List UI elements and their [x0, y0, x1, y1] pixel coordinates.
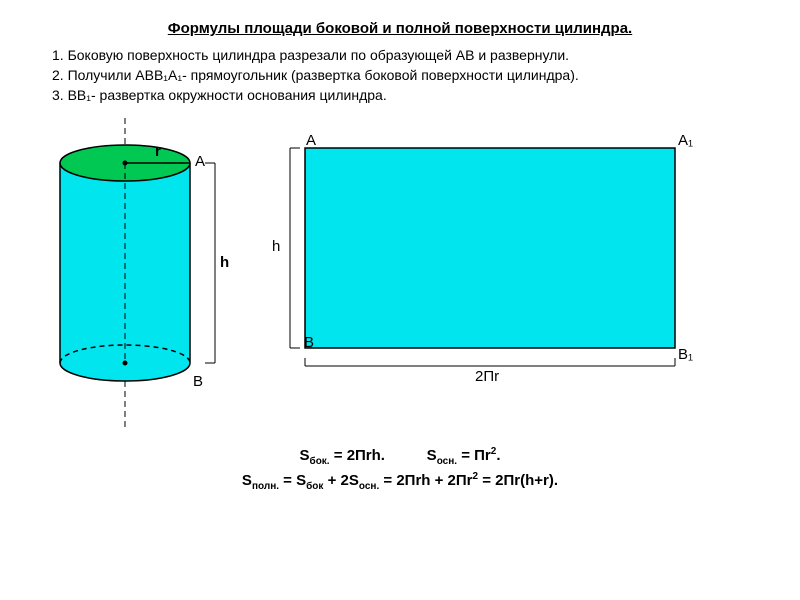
- step-1: Боковую поверхность цилиндра разрезали п…: [30, 47, 770, 63]
- label-cyl-h: h: [220, 254, 229, 271]
- step-2: Получили АВВ₁А₁- прямоугольник (развертк…: [30, 67, 770, 83]
- steps-list: Боковую поверхность цилиндра разрезали п…: [30, 47, 770, 103]
- label-cyl-B: В: [193, 373, 203, 390]
- formula-sosn: Sосн. = Пr2.: [427, 447, 501, 464]
- label-rect-A: А: [306, 132, 316, 149]
- formula-sbok: Sбок. = 2Пrh.: [300, 447, 385, 464]
- page-title: Формулы площади боковой и полной поверхн…: [30, 20, 770, 37]
- label-r: r: [155, 143, 161, 160]
- formulas-block: Sбок. = 2Пrh. Sосн. = Пr2. Sполн. = Sбок…: [30, 446, 770, 492]
- label-2pr: 2Пr: [475, 368, 499, 385]
- cylinder-diagram: r А В h: [30, 118, 240, 438]
- diagram-row: r А В h А А₁ В В₁ h 2Пr: [30, 118, 770, 438]
- label-rect-h: h: [272, 238, 280, 255]
- label-cyl-A: А: [195, 153, 205, 170]
- label-rect-B1: В₁: [678, 346, 693, 363]
- step-3: ВВ₁- развертка окружности основания цили…: [30, 87, 770, 103]
- label-rect-B: В: [304, 334, 314, 351]
- formula-spoln: Sполн. = Sбок + 2Sосн. = 2Пrh + 2Пr2 = 2…: [30, 471, 770, 492]
- rectangle-diagram: А А₁ В В₁ h 2Пr: [270, 118, 700, 438]
- label-rect-A1: А₁: [678, 132, 693, 149]
